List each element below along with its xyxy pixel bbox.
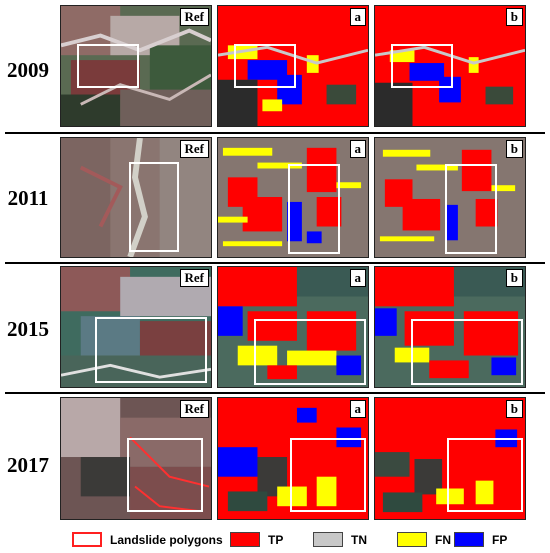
fp-swatch	[454, 532, 484, 547]
legend-label-polygons: Landslide polygons	[110, 532, 223, 547]
fn-swatch	[397, 532, 427, 547]
roi-box	[95, 317, 207, 383]
ref-image-2011: Ref	[60, 137, 212, 258]
roi-box	[447, 438, 523, 512]
roi-box	[129, 162, 179, 252]
result-image-b-2015: b	[374, 266, 526, 388]
legend-item-fp: FP	[454, 531, 507, 548]
roi-box	[127, 438, 203, 512]
result-image-b-2017: b	[374, 397, 526, 520]
polygon-outline-swatch	[72, 532, 102, 547]
legend-item-tp: TP	[230, 531, 283, 548]
panel-tag-ref: Ref	[179, 400, 209, 418]
panel-tag-ref: Ref	[179, 269, 209, 287]
roi-box	[290, 438, 366, 512]
legend-label-fn: FN	[435, 532, 451, 547]
roi-box	[411, 319, 523, 385]
row-separator	[5, 262, 545, 264]
panel-tag-b: b	[505, 8, 523, 26]
result-image-b-2009: b	[374, 5, 526, 127]
roi-box	[77, 44, 139, 88]
legend-label-tp: TP	[268, 532, 284, 547]
row-separator	[5, 392, 545, 394]
roi-box	[288, 164, 340, 254]
result-image-a-2011: a	[217, 137, 369, 258]
year-label-2011: 2011	[7, 186, 49, 210]
legend-item-tn: TN	[313, 531, 367, 548]
row-separator	[5, 132, 545, 134]
legend: Landslide polygons TP TN FN FP	[0, 528, 550, 552]
roi-box	[445, 164, 497, 254]
year-label-2017: 2017	[7, 453, 49, 477]
roi-box	[254, 319, 366, 385]
tn-swatch	[313, 532, 343, 547]
ref-image-2009: Ref	[60, 5, 212, 127]
panel-tag-ref: Ref	[179, 8, 209, 26]
panel-tag-a: a	[349, 140, 366, 158]
ref-image-2017: Ref	[60, 397, 212, 520]
result-image-a-2017: a	[217, 397, 369, 520]
legend-label-tn: TN	[351, 532, 367, 547]
panel-tag-a: a	[349, 8, 366, 26]
roi-box	[234, 44, 296, 88]
legend-item-fn: FN	[397, 531, 451, 548]
result-image-a-2015: a	[217, 266, 369, 388]
panel-tag-ref: Ref	[179, 140, 209, 158]
result-image-b-2011: b	[374, 137, 526, 258]
year-label-2015: 2015	[7, 317, 49, 341]
legend-item-polygons: Landslide polygons	[72, 531, 223, 548]
result-image-a-2009: a	[217, 5, 369, 127]
panel-tag-a: a	[349, 269, 366, 287]
tp-swatch	[230, 532, 260, 547]
legend-label-fp: FP	[492, 532, 508, 547]
year-label-2009: 2009	[7, 58, 49, 82]
panel-tag-b: b	[505, 140, 523, 158]
panel-tag-a: a	[349, 400, 366, 418]
ref-image-2015: Ref	[60, 266, 212, 388]
panel-tag-b: b	[505, 400, 523, 418]
panel-tag-b: b	[505, 269, 523, 287]
roi-box	[391, 44, 453, 88]
